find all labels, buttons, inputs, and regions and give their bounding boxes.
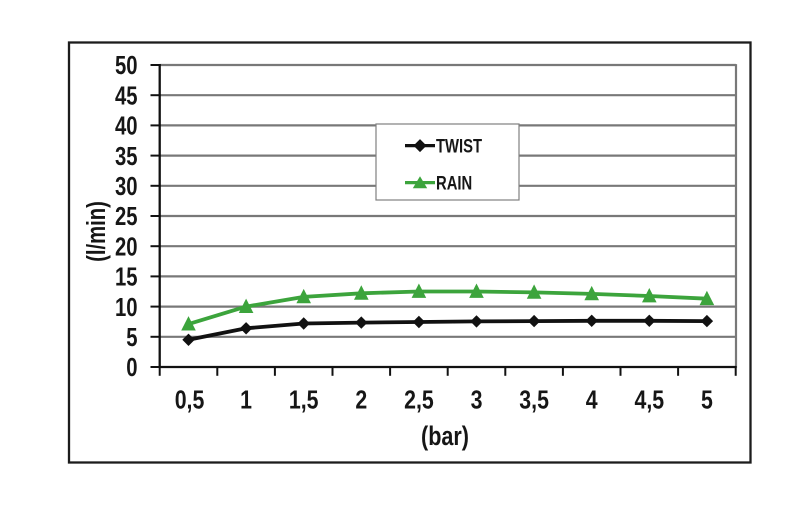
svg-text:RAIN: RAIN [436,172,472,195]
svg-text:15: 15 [115,262,138,291]
svg-text:0,5: 0,5 [175,386,205,416]
svg-text:1: 1 [240,386,252,416]
svg-text:35: 35 [115,141,138,170]
svg-text:45: 45 [115,81,138,110]
svg-text:2: 2 [355,386,367,416]
svg-text:3: 3 [471,386,483,416]
svg-text:1,5: 1,5 [289,386,319,416]
svg-text:40: 40 [115,111,138,140]
svg-text:4: 4 [586,386,599,416]
svg-text:3,5: 3,5 [519,386,549,416]
svg-text:5: 5 [126,323,137,352]
svg-text:10: 10 [115,292,138,321]
svg-text:0: 0 [126,353,137,382]
svg-text:TWIST: TWIST [436,135,482,158]
svg-text:5: 5 [701,386,713,416]
svg-text:50: 50 [115,51,138,80]
svg-text:25: 25 [115,202,138,231]
svg-text:(l/min): (l/min) [82,201,111,262]
svg-text:4,5: 4,5 [634,386,664,416]
svg-text:(bar): (bar) [421,422,469,452]
svg-text:20: 20 [115,232,138,261]
svg-text:2,5: 2,5 [404,386,434,416]
svg-text:30: 30 [115,172,138,201]
